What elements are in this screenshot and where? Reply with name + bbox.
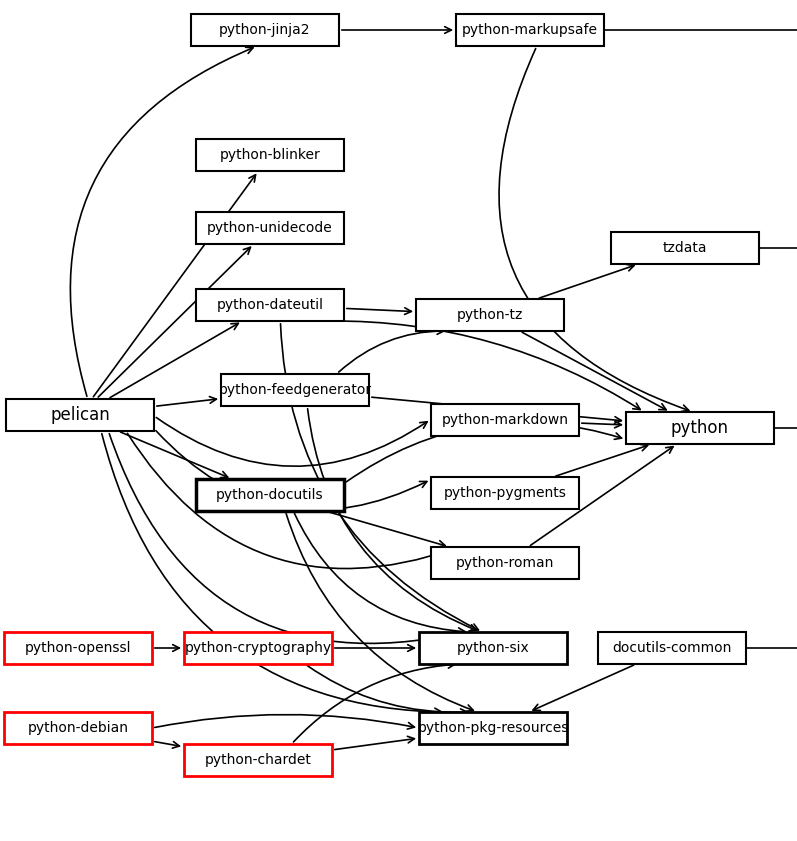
FancyBboxPatch shape <box>611 232 759 264</box>
Text: python-roman: python-roman <box>456 556 554 570</box>
FancyBboxPatch shape <box>626 412 774 444</box>
Text: python-chardet: python-chardet <box>205 753 312 767</box>
FancyBboxPatch shape <box>456 14 604 46</box>
Text: python-cryptography: python-cryptography <box>184 641 332 655</box>
Text: python-docutils: python-docutils <box>216 488 324 502</box>
FancyBboxPatch shape <box>196 139 344 171</box>
FancyBboxPatch shape <box>221 374 369 406</box>
Text: python-markupsafe: python-markupsafe <box>462 23 598 37</box>
Text: pelican: pelican <box>50 406 110 424</box>
FancyBboxPatch shape <box>431 547 579 579</box>
Text: python-markdown: python-markdown <box>442 413 568 427</box>
Text: python-pygments: python-pygments <box>444 486 567 500</box>
FancyBboxPatch shape <box>4 712 152 744</box>
FancyBboxPatch shape <box>196 212 344 244</box>
FancyBboxPatch shape <box>6 399 154 431</box>
FancyBboxPatch shape <box>598 632 746 664</box>
Text: python-jinja2: python-jinja2 <box>219 23 311 37</box>
Text: python: python <box>671 419 729 437</box>
Text: python-tz: python-tz <box>457 308 523 322</box>
FancyBboxPatch shape <box>419 712 567 744</box>
Text: python-unidecode: python-unidecode <box>207 221 333 235</box>
Text: docutils-common: docutils-common <box>612 641 732 655</box>
FancyBboxPatch shape <box>196 479 344 511</box>
Text: python-six: python-six <box>457 641 529 655</box>
FancyBboxPatch shape <box>184 744 332 776</box>
Text: python-feedgenerator: python-feedgenerator <box>218 383 371 397</box>
FancyBboxPatch shape <box>416 299 564 331</box>
FancyBboxPatch shape <box>431 404 579 436</box>
FancyBboxPatch shape <box>196 289 344 321</box>
FancyBboxPatch shape <box>419 632 567 664</box>
FancyBboxPatch shape <box>4 632 152 664</box>
Text: python-pkg-resources: python-pkg-resources <box>418 721 569 735</box>
Text: python-openssl: python-openssl <box>25 641 132 655</box>
Text: tzdata: tzdata <box>663 241 707 255</box>
Text: python-blinker: python-blinker <box>220 148 320 162</box>
FancyBboxPatch shape <box>431 477 579 509</box>
Text: python-debian: python-debian <box>28 721 128 735</box>
Text: python-dateutil: python-dateutil <box>217 298 324 312</box>
FancyBboxPatch shape <box>191 14 339 46</box>
FancyBboxPatch shape <box>184 632 332 664</box>
